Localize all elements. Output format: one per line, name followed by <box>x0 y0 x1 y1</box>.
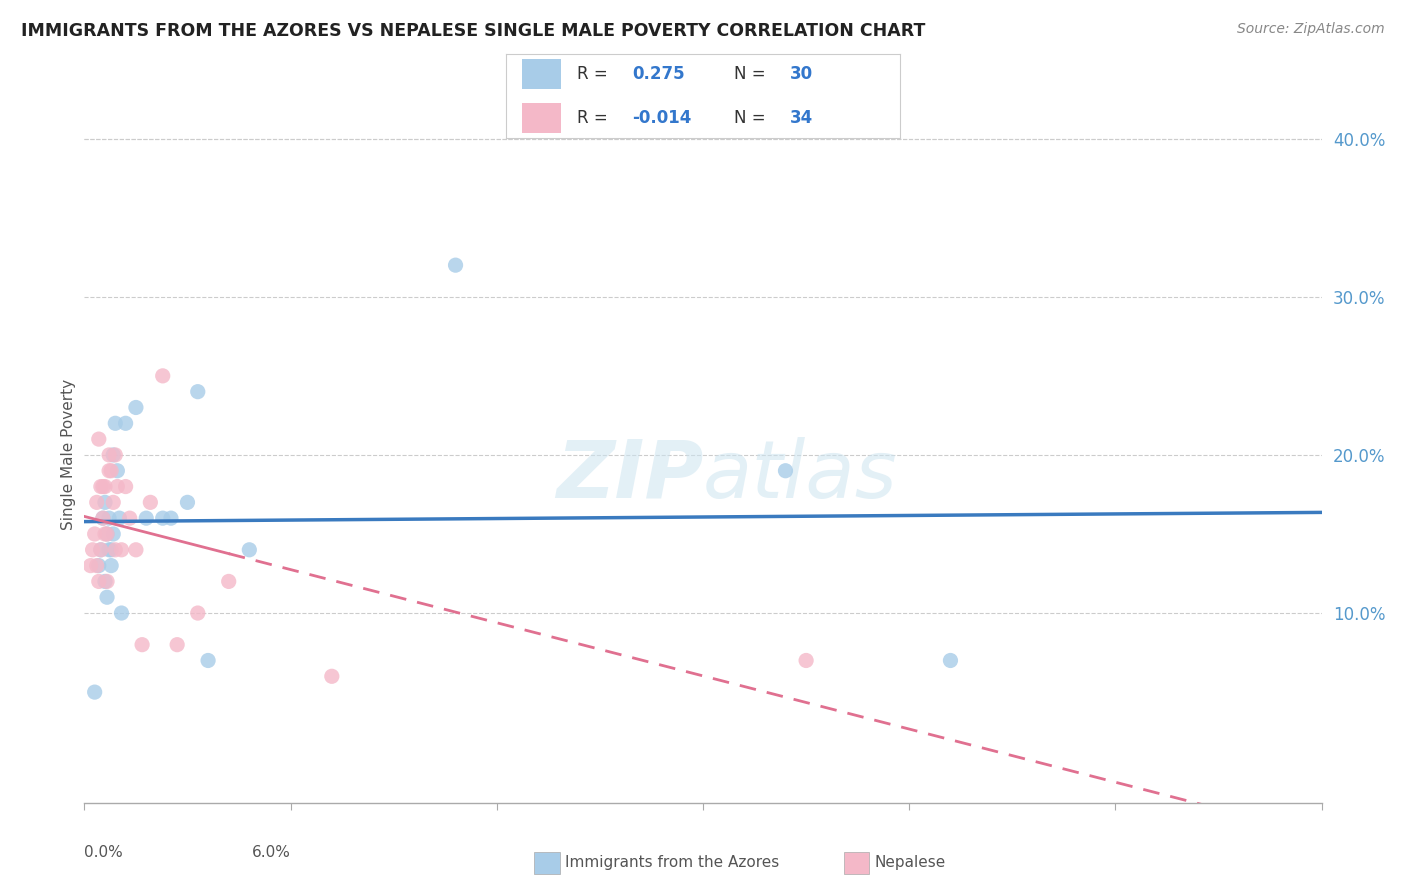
Point <box>98 542 121 557</box>
Point <box>104 542 127 557</box>
Point <box>794 653 817 667</box>
Point <box>114 417 136 431</box>
Point <box>152 511 174 525</box>
Point <box>96 574 118 589</box>
Point <box>91 511 114 525</box>
Text: IMMIGRANTS FROM THE AZORES VS NEPALESE SINGLE MALE POVERTY CORRELATION CHART: IMMIGRANTS FROM THE AZORES VS NEPALESE S… <box>21 22 925 40</box>
Point <box>166 638 188 652</box>
Point <box>94 479 117 493</box>
Text: 30: 30 <box>790 65 813 83</box>
Point <box>108 511 131 525</box>
Bar <box>522 103 561 133</box>
Bar <box>522 59 561 89</box>
Point <box>110 606 132 620</box>
Text: atlas: atlas <box>703 437 898 515</box>
Point <box>105 479 128 493</box>
Point <box>100 464 122 478</box>
Point <box>131 638 153 652</box>
Text: 0.275: 0.275 <box>633 65 685 83</box>
Point <box>238 542 260 557</box>
Point <box>100 558 122 573</box>
Point <box>96 527 118 541</box>
Point <box>91 479 114 493</box>
Point <box>114 479 136 493</box>
Point <box>87 432 110 446</box>
Point <box>90 542 112 557</box>
Point <box>79 558 101 573</box>
Point <box>87 558 110 573</box>
Point <box>218 574 240 589</box>
Text: R =: R = <box>576 65 613 83</box>
Point <box>103 495 125 509</box>
Point <box>86 558 108 573</box>
Point <box>939 653 962 667</box>
Text: -0.014: -0.014 <box>633 109 692 127</box>
Point <box>125 401 148 415</box>
Point <box>135 511 157 525</box>
Point <box>94 574 117 589</box>
Point <box>444 258 467 272</box>
Point <box>105 464 128 478</box>
Text: 0.0%: 0.0% <box>84 845 124 860</box>
Text: R =: R = <box>576 109 613 127</box>
Point <box>152 368 174 383</box>
Point <box>96 591 118 605</box>
Point <box>90 479 112 493</box>
Text: Source: ZipAtlas.com: Source: ZipAtlas.com <box>1237 22 1385 37</box>
Point <box>125 542 148 557</box>
Point <box>83 685 105 699</box>
Text: Immigrants from the Azores: Immigrants from the Azores <box>565 855 779 870</box>
Point <box>94 527 117 541</box>
Point <box>104 417 127 431</box>
Point <box>118 511 141 525</box>
Point <box>98 464 121 478</box>
Point <box>160 511 183 525</box>
Point <box>91 511 114 525</box>
Point <box>110 542 132 557</box>
Point <box>187 606 209 620</box>
Point <box>775 464 797 478</box>
Point <box>100 542 122 557</box>
Point <box>104 448 127 462</box>
Point <box>98 511 121 525</box>
Point <box>321 669 343 683</box>
Text: ZIP: ZIP <box>555 437 703 515</box>
Point <box>176 495 198 509</box>
Point <box>187 384 209 399</box>
Point <box>98 448 121 462</box>
Y-axis label: Single Male Poverty: Single Male Poverty <box>60 379 76 531</box>
Point <box>139 495 162 509</box>
Text: N =: N = <box>734 65 772 83</box>
Point <box>103 448 125 462</box>
Point <box>82 542 104 557</box>
Point <box>96 527 118 541</box>
Text: N =: N = <box>734 109 772 127</box>
Point <box>86 495 108 509</box>
Text: 34: 34 <box>790 109 813 127</box>
Point <box>94 495 117 509</box>
Point <box>87 574 110 589</box>
Point <box>103 527 125 541</box>
Point <box>83 527 105 541</box>
Text: 6.0%: 6.0% <box>252 845 291 860</box>
Text: Nepalese: Nepalese <box>875 855 946 870</box>
Point <box>90 542 112 557</box>
Point <box>197 653 219 667</box>
